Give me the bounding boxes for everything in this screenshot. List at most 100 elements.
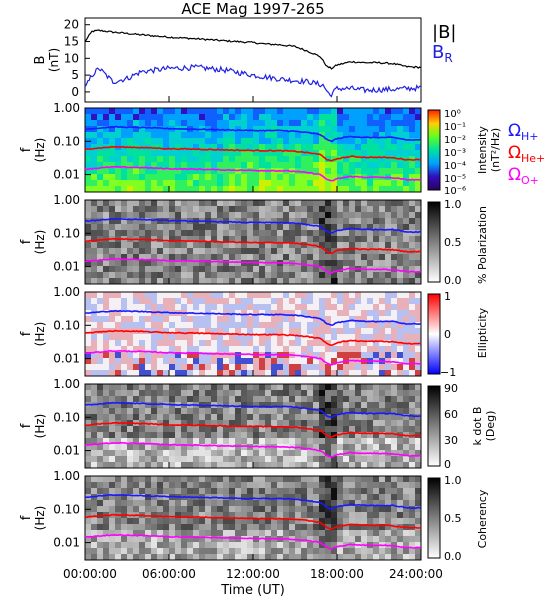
spec-cell: [355, 254, 362, 261]
spec-cell: [163, 266, 170, 273]
spec-cell: [385, 432, 392, 439]
spec-cell: [241, 548, 248, 555]
spec-cell: [265, 450, 272, 457]
spec-cell: [241, 310, 248, 317]
spec-cell: [355, 248, 362, 255]
spec-cell: [241, 132, 248, 139]
spec-cell: [253, 476, 260, 483]
spec-cell: [241, 340, 248, 347]
spec-cell: [199, 396, 206, 403]
gyro-line-O+-int: [84, 165, 422, 182]
spec-cell: [187, 500, 194, 507]
spec-cell: [175, 450, 182, 457]
spec-cell: [283, 266, 290, 273]
spec-cell: [127, 432, 134, 439]
spec-cell: [187, 186, 194, 193]
spec-cell: [91, 108, 98, 115]
spec-cell: [331, 456, 338, 463]
spec-cell: [409, 506, 416, 513]
spec-cell: [331, 462, 338, 469]
spec-cell: [361, 200, 368, 207]
spec-cell: [97, 278, 104, 285]
spec-cell: [283, 218, 290, 225]
spec-cell: [91, 138, 98, 145]
spec-cell: [169, 426, 176, 433]
spec-cell: [343, 456, 350, 463]
spec-cell: [247, 414, 254, 421]
spec-cell: [319, 304, 326, 311]
spec-cell: [235, 236, 242, 243]
spec-cell: [301, 266, 308, 273]
spec-cell: [379, 402, 386, 409]
spec-cell: [139, 310, 146, 317]
spec-cell: [325, 518, 332, 525]
spec-cell: [397, 242, 404, 249]
spec-cell: [175, 340, 182, 347]
spec-cell: [295, 364, 302, 371]
ellipticity-panel: 1 0 −1 Ellipticity: [84, 290, 489, 379]
spec-cell: [391, 402, 398, 409]
spec-cell: [181, 432, 188, 439]
spec-cell: [391, 230, 398, 237]
spec-cell: [337, 494, 344, 501]
spec-cell: [121, 444, 128, 451]
spec-cell: [283, 322, 290, 329]
spec-cell: [241, 438, 248, 445]
spec-cell: [139, 340, 146, 347]
spec-cell: [181, 462, 188, 469]
spec-cell: [247, 212, 254, 219]
spec-cell: [97, 370, 104, 377]
spec-cell: [271, 236, 278, 243]
spec-cell: [319, 278, 326, 285]
spec-cell: [403, 266, 410, 273]
spec-cell: [403, 506, 410, 513]
spec-cell: [301, 162, 308, 169]
spec-cell: [151, 150, 158, 157]
spec-cell: [391, 248, 398, 255]
spec-cell: [199, 358, 206, 365]
spec-cell: [367, 488, 374, 495]
spec-cell: [115, 346, 122, 353]
spec-cell: [241, 426, 248, 433]
spec-cell: [241, 322, 248, 329]
spec-cell: [367, 242, 374, 249]
spec-cell: [151, 340, 158, 347]
spec-cell: [223, 396, 230, 403]
spec-cell: [241, 444, 248, 451]
spec-cell: [181, 322, 188, 329]
spec-cell: [373, 456, 380, 463]
spec-cell: [289, 310, 296, 317]
spec-cell: [307, 512, 314, 519]
spec-cell: [103, 254, 110, 261]
spec-cell: [259, 132, 266, 139]
spec-cell: [271, 150, 278, 157]
spec-cell: [241, 316, 248, 323]
spec-cell: [229, 370, 236, 377]
spec-cell: [271, 180, 278, 187]
spec-cell: [97, 438, 104, 445]
spec-cell: [271, 396, 278, 403]
spec-cell: [271, 186, 278, 193]
spec-cell: [403, 500, 410, 507]
spec-cell: [91, 414, 98, 421]
spec-cell: [103, 554, 110, 561]
spec-cell: [229, 426, 236, 433]
spec-cell: [241, 390, 248, 397]
spec-cell: [229, 494, 236, 501]
spec-cell: [253, 512, 260, 519]
spec-cell: [367, 212, 374, 219]
spec-cell: [97, 500, 104, 507]
spec-cell: [295, 358, 302, 365]
spec-cell: [373, 328, 380, 335]
spec-cell: [91, 340, 98, 347]
spec-cell: [403, 384, 410, 391]
spec-cell: [319, 476, 326, 483]
spec-cell: [283, 506, 290, 513]
spec-cell: [397, 462, 404, 469]
spec-cell: [253, 150, 260, 157]
spec-cell: [169, 328, 176, 335]
spec-cell: [181, 212, 188, 219]
spec-cell: [337, 162, 344, 169]
spec-cell: [109, 536, 116, 543]
spec-cell: [193, 108, 200, 115]
